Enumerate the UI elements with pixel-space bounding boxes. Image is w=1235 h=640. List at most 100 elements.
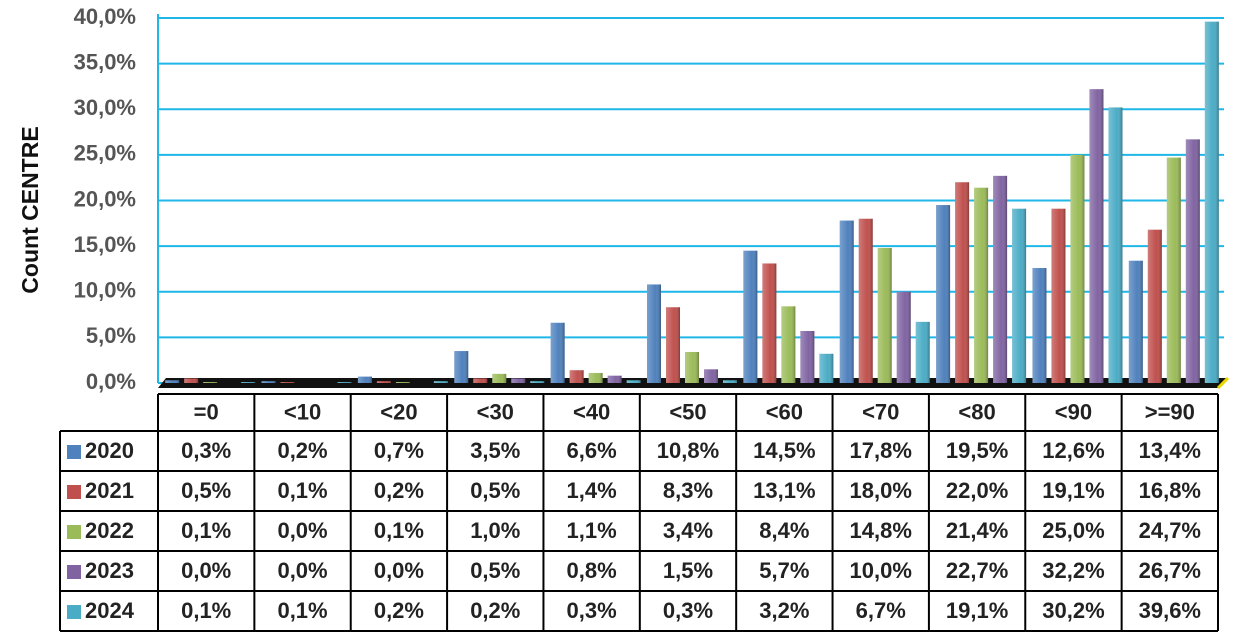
bar-group	[241, 382, 256, 383]
bar-shade	[511, 378, 526, 383]
data-label: 10,0%	[850, 558, 912, 583]
data-label: 19,1%	[1042, 478, 1104, 503]
bar-group	[1166, 157, 1181, 383]
bar-group	[877, 247, 892, 383]
x-tick-label: =0	[194, 399, 219, 424]
bar-shade	[666, 307, 680, 383]
bar-group	[819, 353, 834, 383]
bar-shade	[454, 351, 469, 383]
bar-shade	[588, 372, 603, 383]
bar-shade	[915, 321, 930, 383]
bar-shade	[607, 375, 622, 383]
legend-label: 2024	[85, 598, 135, 623]
data-label: 0,1%	[181, 598, 231, 623]
bar-group	[530, 381, 545, 383]
y-axis-label: Count CENTRE	[17, 126, 43, 293]
bar-group	[280, 382, 295, 383]
bar-group	[433, 381, 448, 383]
bar-shade	[781, 306, 796, 383]
legend-swatch	[67, 485, 81, 499]
bar-group	[858, 218, 873, 383]
data-label: 0,2%	[374, 598, 424, 623]
bar-group	[1070, 154, 1085, 383]
data-label: 0,1%	[181, 518, 231, 543]
bar-group	[1032, 268, 1047, 383]
bar-shade	[839, 220, 854, 383]
data-label: 0,3%	[181, 438, 231, 463]
data-label: 0,7%	[374, 438, 424, 463]
bar-group	[896, 291, 911, 383]
data-label: 30,2%	[1042, 598, 1104, 623]
bar-shade	[569, 370, 584, 383]
bar-group	[1204, 21, 1219, 384]
bar-shade	[1032, 268, 1047, 383]
x-tick-label: <90	[1055, 399, 1092, 424]
data-label: 10,8%	[657, 438, 719, 463]
bar-group	[588, 372, 603, 383]
legend-label: 2020	[85, 438, 134, 463]
data-label: 32,2%	[1042, 558, 1104, 583]
bar-shade	[819, 353, 834, 383]
data-label: 0,0%	[277, 558, 327, 583]
bar-group	[666, 307, 680, 383]
data-label: 25,0%	[1042, 518, 1104, 543]
bar-group	[915, 321, 930, 383]
data-label: 14,5%	[753, 438, 815, 463]
bar-shade	[955, 182, 970, 383]
y-tick-label: 5,0%	[86, 323, 136, 348]
data-label: 17,8%	[850, 438, 912, 463]
bar-shade	[492, 373, 507, 383]
data-label: 0,5%	[470, 558, 520, 583]
data-label: 13,4%	[1139, 438, 1201, 463]
legend-label: 2023	[85, 558, 134, 583]
data-label: 0,3%	[567, 598, 617, 623]
y-tick-label: 10,0%	[74, 278, 136, 303]
x-tick-label: <40	[573, 399, 610, 424]
bar-shade	[1185, 139, 1200, 383]
data-label: 3,4%	[663, 518, 713, 543]
data-label: 0,5%	[181, 478, 231, 503]
bar-shade	[165, 380, 180, 383]
bar-shade	[993, 175, 1008, 383]
x-tick-label: >=90	[1145, 399, 1195, 424]
bar-shade	[647, 284, 661, 383]
legend-label: 2022	[85, 518, 134, 543]
legend-swatch	[67, 525, 81, 539]
y-tick-label: 20,0%	[74, 186, 136, 211]
bar-group	[454, 351, 469, 383]
legend-label: 2021	[85, 478, 134, 503]
bar-group	[165, 380, 180, 383]
bar-group	[492, 373, 507, 383]
bar-group	[936, 205, 951, 383]
bar-shade	[1108, 107, 1123, 384]
legend-swatch	[67, 565, 81, 579]
bar-shade	[261, 381, 276, 383]
data-label: 0,1%	[277, 478, 327, 503]
bar-shade	[858, 218, 873, 383]
bar-shade	[203, 382, 218, 383]
bar-group	[395, 382, 410, 383]
data-label: 22,0%	[946, 478, 1008, 503]
data-label: 26,7%	[1139, 558, 1201, 583]
bar-shade	[1051, 208, 1066, 383]
bar-group	[473, 378, 488, 383]
bar-shade	[433, 381, 448, 383]
data-label: 8,4%	[759, 518, 809, 543]
bar-group	[955, 182, 970, 383]
bar-shade	[280, 382, 295, 383]
bar-shade	[723, 380, 737, 383]
bar-shade	[936, 205, 951, 383]
bar-shade	[530, 381, 545, 383]
bar-group	[1185, 139, 1200, 383]
bar-group	[781, 306, 796, 383]
x-tick-label: <20	[380, 399, 417, 424]
data-label: 24,7%	[1139, 518, 1201, 543]
bar-group	[261, 381, 276, 383]
legend-swatch	[67, 605, 81, 619]
bar-group	[511, 378, 526, 383]
data-label: 1,0%	[470, 518, 520, 543]
bar-group	[357, 376, 372, 383]
bar-shade	[1070, 154, 1085, 383]
data-label: 1,4%	[567, 478, 617, 503]
bar-group	[607, 375, 622, 383]
